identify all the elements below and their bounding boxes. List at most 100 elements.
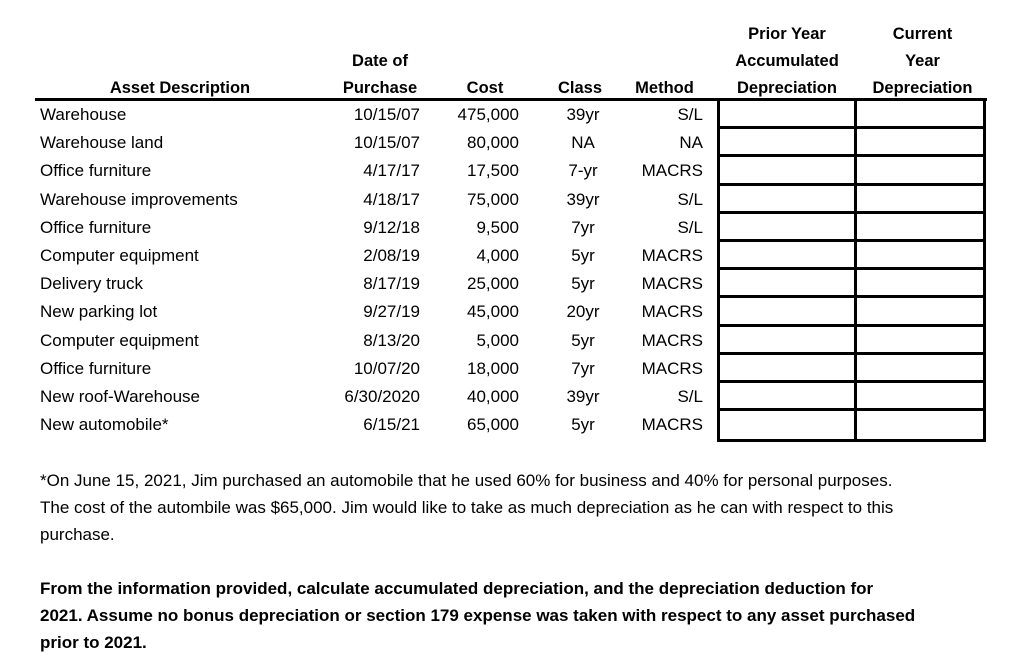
header-asset: Asset Description xyxy=(109,79,251,97)
cell-cost: 80,000 xyxy=(467,133,519,153)
current-year-depreciation-input[interactable] xyxy=(857,298,983,323)
current-year-depreciation-input[interactable] xyxy=(857,355,983,380)
prior-accumulated-depreciation-input[interactable] xyxy=(720,270,857,296)
header-prior-line3: Depreciation xyxy=(737,79,837,97)
answer-row xyxy=(720,157,983,186)
cell-cost: 65,000 xyxy=(467,415,519,435)
cell-class: 39yr xyxy=(566,189,600,209)
cell-cost: 45,000 xyxy=(467,302,519,322)
header-cost: Cost xyxy=(466,79,504,97)
answer-row xyxy=(720,354,983,383)
cell-asset: Warehouse improvements xyxy=(40,189,238,209)
cell-class: NA xyxy=(571,133,595,153)
answer-row xyxy=(720,270,983,299)
cell-date: 4/18/17 xyxy=(363,189,420,209)
cell-method: MACRS xyxy=(641,358,703,378)
prior-accumulated-depreciation-input[interactable] xyxy=(720,326,857,352)
cell-cost: 9,500 xyxy=(476,217,519,237)
cell-asset: Warehouse xyxy=(40,105,127,124)
footnote: *On June 15, 2021, Jim purchased an auto… xyxy=(40,471,894,544)
cell-method: MACRS xyxy=(641,246,703,265)
prior-accumulated-depreciation-input[interactable] xyxy=(720,354,857,380)
prior-accumulated-depreciation-input[interactable] xyxy=(720,382,857,409)
cell-asset: New parking lot xyxy=(40,302,158,322)
answer-row xyxy=(720,185,983,214)
cell-asset: Office furniture xyxy=(40,217,152,237)
cell-class: 5yr xyxy=(571,415,595,435)
header-prior-line2: Accumulated xyxy=(735,52,839,70)
cell-method: S/L xyxy=(677,217,703,237)
cell-class: 7yr xyxy=(571,217,595,237)
cell-asset: Warehouse land xyxy=(40,133,164,153)
instructions: From the information provided, calculate… xyxy=(40,579,916,652)
header-current-line3: Depreciation xyxy=(872,79,973,97)
header-current-line1: Current xyxy=(892,25,953,43)
prior-accumulated-depreciation-input[interactable] xyxy=(720,241,857,268)
cell-class: 5yr xyxy=(571,330,595,350)
cell-cost: 5,000 xyxy=(476,330,519,350)
cell-date: 10/15/07 xyxy=(353,133,420,153)
cell-date: 9/12/18 xyxy=(363,217,420,237)
current-year-depreciation-input[interactable] xyxy=(857,270,983,295)
cell-class: 7-yr xyxy=(568,161,598,181)
answer-row xyxy=(720,129,983,158)
header-prior: Prior Year Accumulated Depreciation xyxy=(722,21,852,102)
cell-cost: 17,500 xyxy=(467,161,519,181)
header-class: Class xyxy=(557,79,603,97)
header-date-line2: Purchase xyxy=(342,79,418,97)
cell-cost: 18,000 xyxy=(467,358,519,378)
current-year-depreciation-input[interactable] xyxy=(857,327,983,352)
cell-date: 9/27/19 xyxy=(363,302,420,322)
current-year-depreciation-input[interactable] xyxy=(857,242,983,267)
cell-cost: 4,000 xyxy=(476,246,519,265)
current-year-depreciation-input[interactable] xyxy=(857,101,983,126)
answer-row xyxy=(720,101,983,130)
cell-asset: New roof-Warehouse xyxy=(40,387,200,406)
prior-accumulated-depreciation-input[interactable] xyxy=(720,185,857,211)
cell-date: 6/15/21 xyxy=(363,415,420,435)
cell-method: MACRS xyxy=(641,161,703,181)
cell-asset: Delivery truck xyxy=(40,274,143,294)
cell-method: NA xyxy=(679,133,703,153)
cell-asset: Office furniture xyxy=(40,161,152,181)
cell-class: 5yr xyxy=(571,274,595,294)
cell-asset: Office furniture xyxy=(40,358,152,378)
answer-row xyxy=(720,298,983,327)
cell-asset: Computer equipment xyxy=(40,330,199,350)
prior-accumulated-depreciation-input[interactable] xyxy=(720,101,857,127)
current-year-depreciation-input[interactable] xyxy=(857,129,983,154)
current-year-depreciation-input[interactable] xyxy=(857,186,983,211)
prior-accumulated-depreciation-input[interactable] xyxy=(720,213,857,239)
cell-cost: 75,000 xyxy=(467,189,519,209)
cell-date: 8/17/19 xyxy=(363,274,420,294)
answer-row xyxy=(720,326,983,355)
header-current: Current Year Depreciation xyxy=(860,21,985,102)
answer-row xyxy=(720,411,983,440)
cell-class: 39yr xyxy=(566,387,600,406)
prior-accumulated-depreciation-input[interactable] xyxy=(720,411,857,440)
prior-accumulated-depreciation-input[interactable] xyxy=(720,298,857,324)
header-rule xyxy=(35,98,987,101)
current-year-depreciation-input[interactable] xyxy=(857,411,983,439)
cell-asset: New automobile* xyxy=(40,415,169,435)
cell-method: MACRS xyxy=(641,302,703,322)
cell-class: 39yr xyxy=(566,105,600,124)
cell-date: 2/08/19 xyxy=(363,246,420,265)
header-method: Method xyxy=(635,79,694,97)
header-prior-line1: Prior Year xyxy=(748,25,826,43)
current-year-depreciation-input[interactable] xyxy=(857,157,983,182)
answer-row xyxy=(720,241,983,271)
cell-class: 20yr xyxy=(566,302,600,322)
cell-method: MACRS xyxy=(641,330,703,350)
current-year-depreciation-input[interactable] xyxy=(857,214,983,239)
prior-accumulated-depreciation-input[interactable] xyxy=(720,129,857,155)
cell-cost: 25,000 xyxy=(467,274,519,294)
cell-method: MACRS xyxy=(641,415,703,435)
cell-method: S/L xyxy=(677,189,703,209)
cell-date: 8/13/20 xyxy=(363,330,420,350)
answer-row xyxy=(720,382,983,412)
prior-accumulated-depreciation-input[interactable] xyxy=(720,157,857,183)
cell-date: 6/30/2020 xyxy=(344,387,420,406)
header-date-line1: Date of xyxy=(352,52,408,70)
current-year-depreciation-input[interactable] xyxy=(857,383,983,408)
